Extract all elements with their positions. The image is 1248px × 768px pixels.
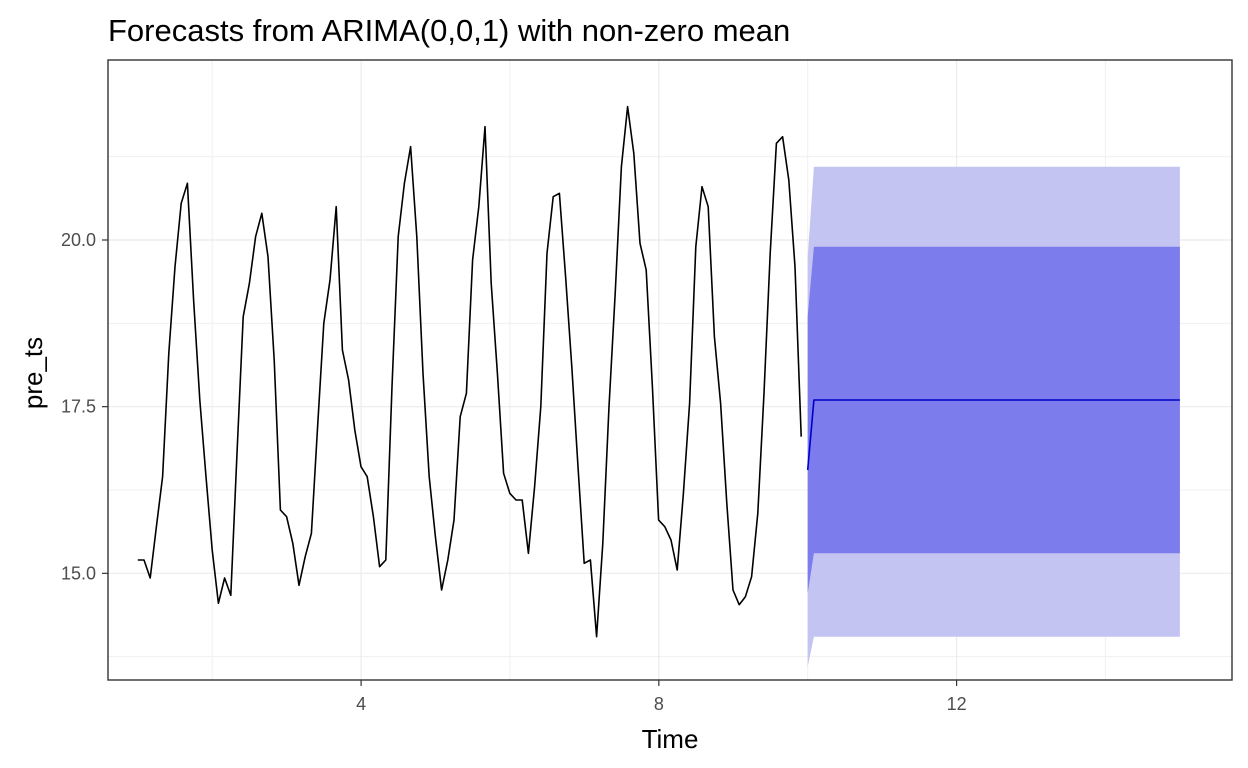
x-axis-title: Time: [642, 724, 699, 754]
observed-line: [137, 105, 802, 638]
plot-panel: 4 8 12 15.0 17.5 20.0: [61, 59, 1233, 714]
y-axis-title: pre_ts: [18, 337, 48, 409]
interval-80-band: [807, 246, 1180, 594]
point_forecast-line: [806, 399, 1180, 471]
x-tick-label: 8: [654, 694, 664, 714]
x-tick-label: 12: [947, 694, 967, 714]
chart-title: Forecasts from ARIMA(0,0,1) with non-zer…: [108, 13, 790, 48]
y-tick-label: 17.5: [61, 397, 96, 417]
y-tick-label: 20.0: [61, 230, 96, 250]
y-tick-label: 15.0: [61, 563, 96, 583]
x-tick-label: 4: [356, 694, 366, 714]
panel-border: [107, 59, 1233, 681]
